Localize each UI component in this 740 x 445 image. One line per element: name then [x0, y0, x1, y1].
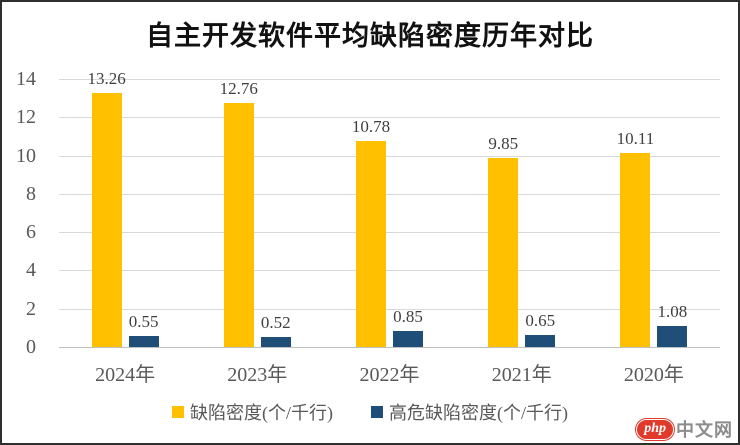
bar	[525, 334, 556, 347]
bar	[488, 158, 519, 347]
gridline	[59, 117, 720, 119]
gridline	[59, 308, 720, 310]
gridline	[59, 155, 720, 157]
y-tick-label: 4	[26, 259, 36, 282]
legend: 缺陷密度(个/千行) 高危缺陷密度(个/千行)	[2, 399, 738, 425]
bar	[260, 337, 291, 347]
legend-swatch	[172, 406, 184, 418]
bar-group: 13.26 0.55	[59, 69, 191, 347]
legend-item: 缺陷密度(个/千行)	[172, 399, 333, 425]
x-tick-label: 2020年	[623, 364, 684, 386]
y-tick-label: 10	[16, 144, 36, 167]
bar-value-label: 10.78	[351, 116, 391, 136]
bar-value-label: 0.85	[393, 306, 423, 326]
y-tick-label: 6	[26, 221, 36, 244]
y-tick-label: 0	[26, 336, 36, 358]
bar	[91, 93, 122, 347]
bar-value-label: 9.85	[488, 134, 519, 154]
y-tick-label: 8	[26, 182, 36, 205]
x-axis: 2024年 2023年 2022年 2021年 2020年	[59, 358, 720, 386]
bar-value-label: 0.52	[260, 313, 291, 333]
bar-value-label: 0.65	[525, 310, 556, 330]
x-tick-label: 2023年	[227, 364, 288, 386]
chart-title: 自主开发软件平均缺陷密度历年对比	[146, 21, 594, 51]
y-tick-label: 14	[16, 68, 36, 90]
bar	[657, 326, 688, 347]
bar-value-label: 12.76	[219, 78, 258, 98]
watermark: php 中文网	[636, 419, 733, 440]
legend-swatch	[371, 406, 383, 418]
gridline	[59, 79, 720, 80]
bar-group: 12.76 0.52	[191, 79, 323, 347]
bar-value-label: 13.26	[87, 69, 126, 89]
plot-area: 13.26 0.55 12.76 0.52 10.78 0.85 9.85 0.65 10.11…	[59, 69, 720, 348]
gridline	[59, 193, 720, 195]
y-tick-label: 2	[26, 297, 36, 320]
gridline	[59, 232, 720, 234]
bar-group: 9.85 0.65	[456, 79, 588, 347]
y-tick-label: 12	[16, 106, 36, 129]
bar	[128, 336, 159, 347]
gridline	[59, 270, 720, 272]
legend-label: 缺陷密度(个/千行)	[190, 403, 333, 423]
bar	[355, 140, 386, 347]
bar-value-label: 0.55	[128, 312, 159, 332]
x-tick-label: 2021年	[491, 364, 552, 386]
x-tick-label: 2024年	[95, 364, 156, 386]
gridline	[59, 347, 720, 348]
bar	[392, 330, 423, 347]
legend-item: 高危缺陷密度(个/千行)	[371, 399, 568, 425]
bar-group: 10.78 0.85	[323, 79, 455, 347]
legend-label: 高危缺陷密度(个/千行)	[389, 403, 568, 423]
php-logo-badge: php	[636, 419, 674, 440]
bar	[223, 102, 254, 347]
x-tick-label: 2022年	[359, 364, 420, 386]
watermark-site-name: 中文网	[676, 419, 733, 440]
bar-group: 10.11 1.08	[588, 79, 720, 347]
y-axis: 0 2 4 6 8 10 12 14	[2, 68, 52, 358]
bar-value-label: 10.11	[616, 129, 655, 149]
bar-value-label: 1.08	[657, 302, 688, 322]
bar	[620, 153, 651, 347]
